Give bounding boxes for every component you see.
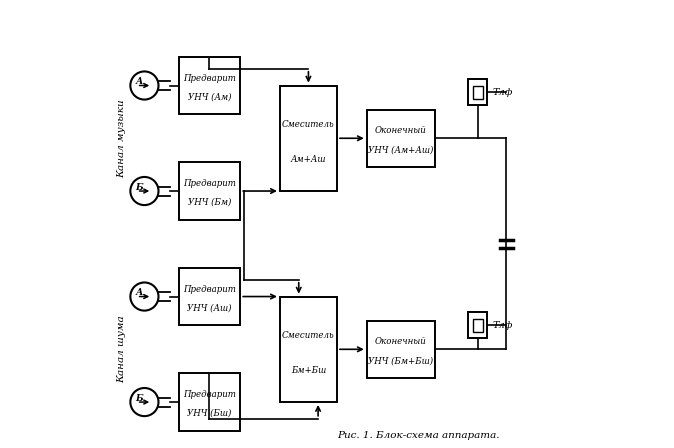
Bar [179, 57, 240, 114]
Bar [468, 79, 487, 105]
Text: Рис. 1. Блок-схема аппарата.: Рис. 1. Блок-схема аппарата. [337, 431, 499, 439]
Text: УНЧ (Бм+Бш): УНЧ (Бм+Бш) [368, 356, 433, 365]
Text: УНЧ (Ам): УНЧ (Ам) [188, 92, 231, 101]
Text: Смеситель: Смеситель [282, 331, 335, 340]
Bar [179, 374, 240, 431]
Text: Предварит: Предварит [183, 390, 236, 399]
Bar [468, 312, 487, 338]
Bar [280, 86, 337, 191]
Text: Канал музыки: Канал музыки [117, 99, 126, 177]
Text: УНЧ (Аш): УНЧ (Аш) [187, 303, 232, 312]
Text: А: А [136, 77, 143, 86]
Text: Тлф: Тлф [492, 88, 513, 97]
Text: Предварит: Предварит [183, 284, 236, 293]
Text: Оконечный: Оконечный [375, 126, 427, 135]
Bar [473, 319, 483, 332]
Bar [179, 268, 240, 325]
Text: Предварит: Предварит [183, 179, 236, 188]
Text: Бм+Бш: Бм+Бш [290, 366, 326, 375]
Text: Канал шума: Канал шума [117, 315, 126, 383]
Bar [367, 321, 435, 378]
Text: А: А [136, 288, 143, 297]
Text: Оконечный: Оконечный [375, 337, 427, 346]
Bar [473, 86, 483, 99]
Text: УНЧ (Бм): УНЧ (Бм) [188, 198, 231, 207]
Text: Ам+Аш: Ам+Аш [290, 155, 326, 164]
Text: Тлф: Тлф [492, 321, 513, 330]
Bar [179, 163, 240, 220]
Bar [280, 297, 337, 402]
Text: УНЧ (Бш): УНЧ (Бш) [187, 409, 232, 418]
Text: Б: Б [135, 394, 144, 403]
Text: Б: Б [135, 183, 144, 192]
Bar [367, 110, 435, 167]
Text: УНЧ (Ам+Аш): УНЧ (Ам+Аш) [368, 145, 433, 154]
Text: Предварит: Предварит [183, 73, 236, 82]
Text: Смеситель: Смеситель [282, 120, 335, 129]
